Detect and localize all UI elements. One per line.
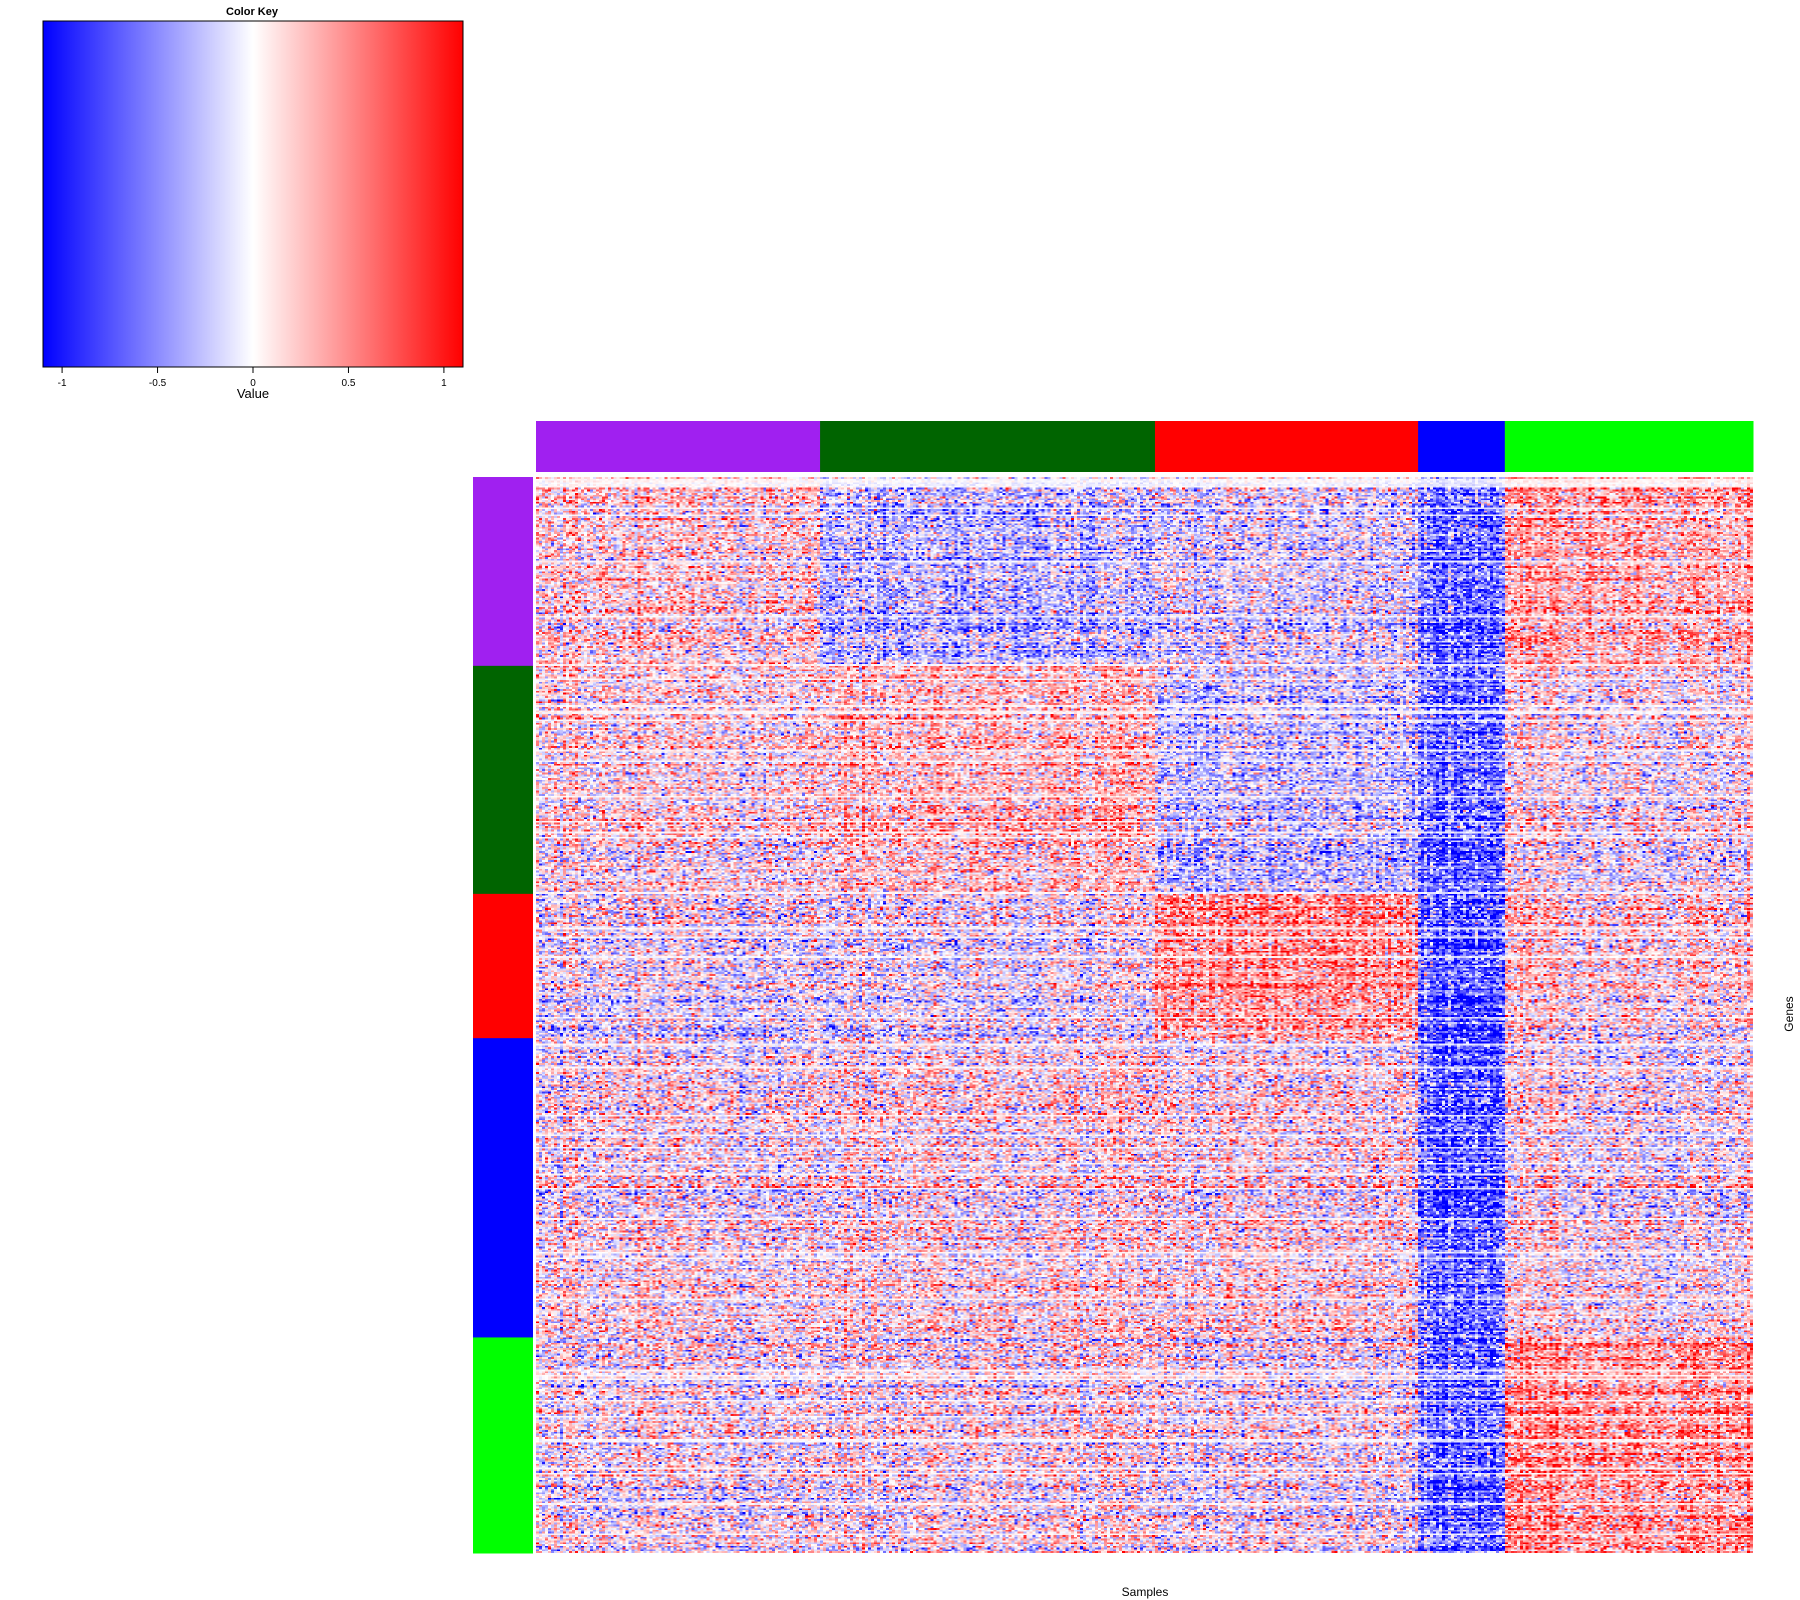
x-axis-label: Samples xyxy=(1122,1585,1169,1599)
y-axis-label: Genes xyxy=(1782,996,1796,1031)
column-group-red xyxy=(1154,421,1419,472)
row-side-colors xyxy=(473,477,533,1554)
row-group-darkgreen xyxy=(473,665,533,895)
column-group-purple xyxy=(536,421,821,472)
row-group-green xyxy=(473,1337,533,1554)
column-group-blue xyxy=(1418,421,1506,472)
color-key: Color Key -1 -0.5 0 0.5 1 Value xyxy=(42,6,464,401)
column-side-colors xyxy=(536,421,1754,472)
heatmap-cells xyxy=(536,477,1753,1553)
color-key-tick-label: 0 xyxy=(250,378,256,389)
color-key-title: Color Key xyxy=(226,6,279,18)
color-key-tick-label: -1 xyxy=(58,378,67,389)
color-key-tick-label: 0.5 xyxy=(342,378,356,389)
row-group-blue xyxy=(473,1038,533,1338)
row-group-purple xyxy=(473,477,533,667)
column-group-darkgreen xyxy=(820,421,1156,472)
column-group-green xyxy=(1504,421,1754,472)
color-key-tick-label: 1 xyxy=(441,378,447,389)
row-group-red xyxy=(473,893,533,1039)
color-key-tick-label: -0.5 xyxy=(149,378,167,389)
color-key-ticks: -1 -0.5 0 0.5 1 xyxy=(58,367,447,389)
color-key-xlabel: Value xyxy=(237,386,269,401)
color-key-gradient xyxy=(42,20,464,368)
